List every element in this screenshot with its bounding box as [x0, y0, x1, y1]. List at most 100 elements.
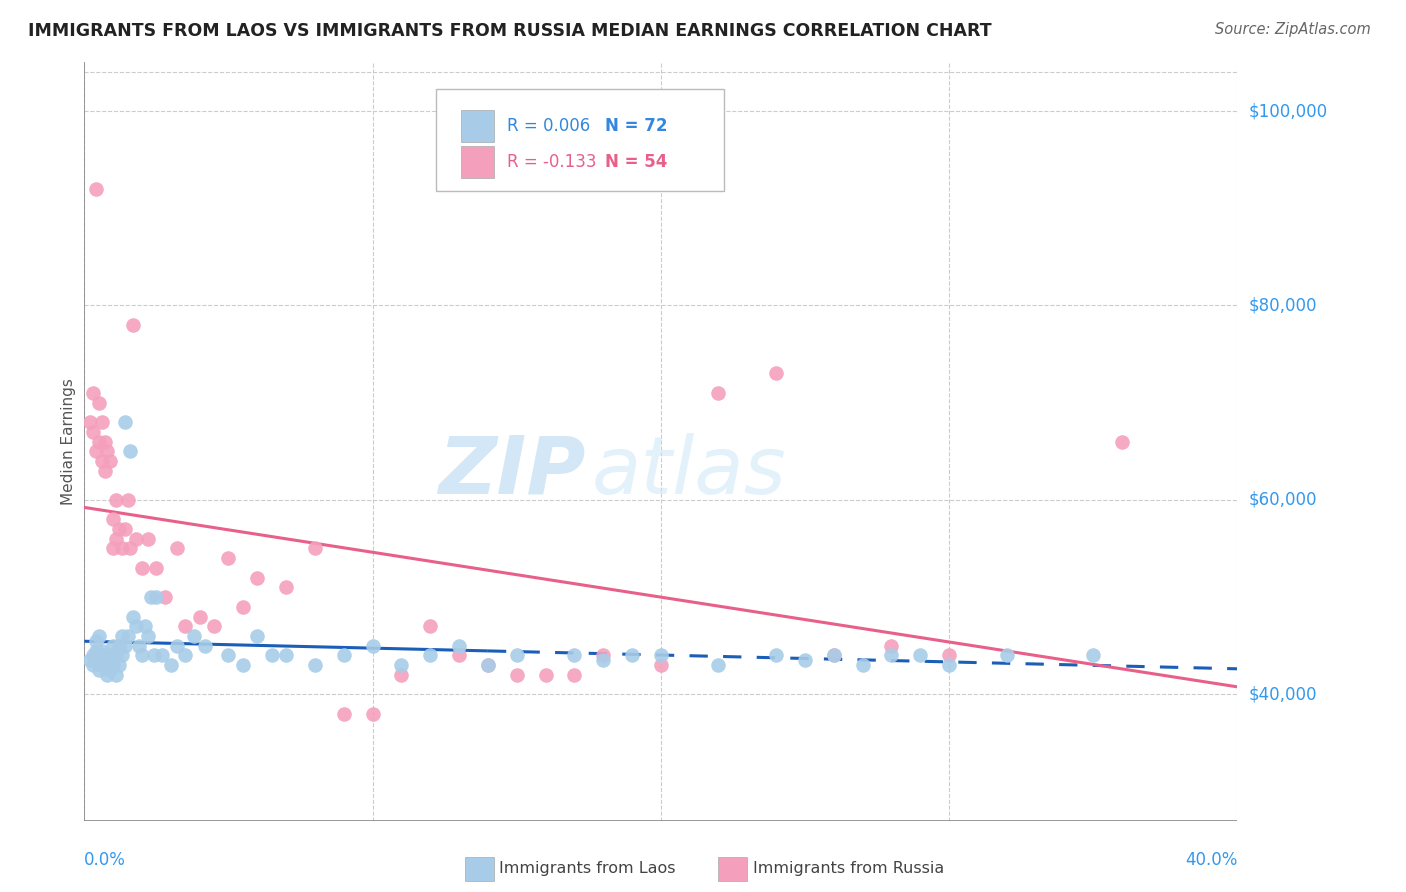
Point	[103, 541, 124, 556]
Point	[122, 318, 145, 332]
Point	[333, 648, 356, 663]
Point	[153, 590, 176, 604]
Bar	[718, 857, 748, 881]
Text: 40.0%: 40.0%	[1185, 851, 1237, 869]
Point	[87, 395, 110, 409]
Point	[90, 643, 112, 657]
Point	[246, 629, 269, 643]
Point	[114, 415, 136, 429]
Text: atlas: atlas	[592, 433, 786, 511]
Point	[134, 619, 156, 633]
Point	[82, 658, 104, 673]
Point	[391, 658, 413, 673]
Point	[506, 668, 529, 682]
Point	[108, 522, 131, 536]
Point	[880, 648, 903, 663]
Point	[79, 653, 101, 667]
Point	[564, 668, 586, 682]
Text: $80,000: $80,000	[1249, 296, 1317, 315]
Point	[477, 658, 499, 673]
Point	[142, 648, 165, 663]
Point	[136, 532, 159, 546]
Point	[84, 633, 107, 648]
Point	[765, 367, 787, 381]
Point	[96, 444, 118, 458]
Point	[122, 609, 145, 624]
Point	[304, 658, 326, 673]
Point	[125, 619, 148, 633]
Text: Source: ZipAtlas.com: Source: ZipAtlas.com	[1215, 22, 1371, 37]
Point	[103, 639, 124, 653]
Point	[108, 639, 131, 653]
Point	[160, 658, 183, 673]
Point	[84, 643, 107, 657]
Point	[105, 532, 128, 546]
Point	[114, 522, 136, 536]
Point	[120, 541, 142, 556]
Point	[276, 580, 298, 594]
Point	[852, 658, 875, 673]
Point	[103, 512, 124, 526]
Point	[93, 464, 115, 478]
Point	[90, 454, 112, 468]
Point	[174, 648, 197, 663]
Text: Immigrants from Laos: Immigrants from Laos	[499, 861, 676, 876]
Point	[145, 590, 167, 604]
Point	[145, 561, 167, 575]
Point	[117, 629, 139, 643]
Point	[87, 629, 110, 643]
Point	[592, 653, 614, 667]
Y-axis label: Median Earnings: Median Earnings	[60, 378, 76, 505]
Point	[111, 648, 134, 663]
Point	[823, 648, 845, 663]
Text: $40,000: $40,000	[1249, 685, 1317, 703]
Point	[98, 658, 121, 673]
Point	[93, 434, 115, 449]
Point	[194, 639, 217, 653]
Point	[150, 648, 173, 663]
Point	[333, 706, 356, 721]
Point	[131, 648, 153, 663]
Point	[202, 619, 225, 633]
Point	[419, 648, 441, 663]
Point	[534, 668, 557, 682]
Point	[128, 639, 150, 653]
Text: R = 0.006: R = 0.006	[508, 117, 591, 135]
Point	[506, 648, 529, 663]
Text: 0.0%: 0.0%	[84, 851, 127, 869]
Point	[96, 648, 118, 663]
Text: IMMIGRANTS FROM LAOS VS IMMIGRANTS FROM RUSSIA MEDIAN EARNINGS CORRELATION CHART: IMMIGRANTS FROM LAOS VS IMMIGRANTS FROM …	[28, 22, 991, 40]
Point	[260, 648, 283, 663]
Point	[136, 629, 159, 643]
Bar	[461, 111, 494, 142]
Point	[93, 658, 115, 673]
Point	[232, 599, 254, 614]
Point	[125, 532, 148, 546]
Text: N = 54: N = 54	[606, 153, 668, 170]
Text: Immigrants from Russia: Immigrants from Russia	[754, 861, 945, 876]
Point	[90, 415, 112, 429]
Point	[1111, 434, 1133, 449]
Point	[1083, 648, 1105, 663]
Point	[166, 541, 188, 556]
Point	[90, 658, 112, 673]
FancyBboxPatch shape	[436, 89, 724, 191]
Point	[108, 658, 131, 673]
Point	[105, 648, 128, 663]
Point	[232, 658, 254, 673]
Point	[477, 658, 499, 673]
Point	[96, 668, 118, 682]
Point	[621, 648, 644, 663]
Point	[650, 648, 672, 663]
Point	[650, 658, 672, 673]
Point	[995, 648, 1018, 663]
Point	[111, 629, 134, 643]
Point	[84, 444, 107, 458]
Point	[166, 639, 188, 653]
Text: R = -0.133: R = -0.133	[508, 153, 598, 170]
Point	[449, 648, 471, 663]
Point	[938, 648, 960, 663]
Point	[82, 648, 104, 663]
Point	[765, 648, 787, 663]
Point	[93, 648, 115, 663]
